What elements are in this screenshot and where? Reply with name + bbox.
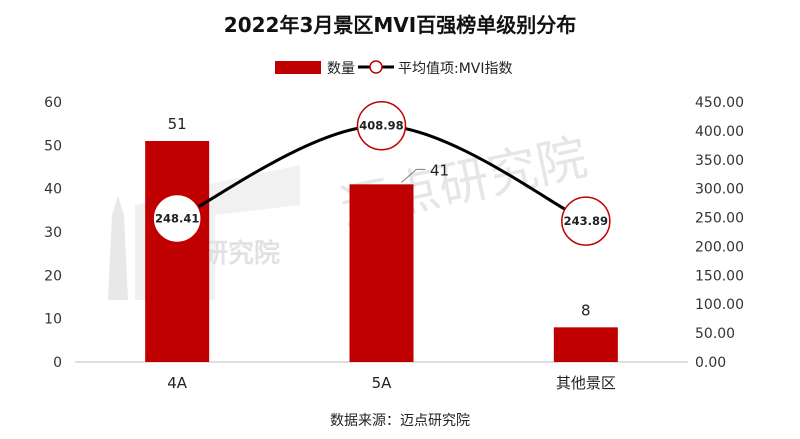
x-category-label: 4A [167, 374, 188, 392]
y-right-tick-label: 250.00 [695, 211, 744, 227]
legend: 数量 平均值项:MVI指数 [275, 60, 513, 77]
y-right-tick-label: 450.00 [695, 95, 744, 111]
line-point-marker [152, 193, 202, 244]
legend-line-label: 平均值项:MVI指数 [398, 61, 513, 77]
y-right-tick-label: 0.00 [695, 355, 726, 371]
bar [145, 141, 210, 362]
y-right-tick-label: 150.00 [695, 268, 744, 284]
y-left-tick-label: 40 [44, 182, 62, 198]
y-left-tick-label: 20 [44, 268, 62, 284]
x-category-label: 5A [372, 374, 393, 392]
chart-title: 2022年3月景区MVI百强榜单级别分布 [224, 13, 576, 37]
legend-line-marker [369, 60, 383, 74]
y-left-tick-label: 30 [44, 225, 62, 241]
legend-bar-swatch [275, 61, 321, 74]
line-point-label: 408.98 [359, 119, 403, 133]
bar-label-leader-line [401, 168, 426, 183]
y-right-tick-label: 350.00 [695, 153, 744, 169]
axes: 0 10 20 30 40 50 60 0.00 50.00 100.00 150.00 200.00… [44, 95, 744, 392]
bar-data-label: 51 [168, 115, 187, 133]
legend-bar-label: 数量 [327, 61, 355, 77]
line-series: 248.41 408.98 243.89 [152, 100, 611, 246]
bar-data-label: 41 [430, 161, 449, 179]
y-left-tick-label: 50 [44, 138, 62, 154]
y-right-tick-label: 50.00 [695, 326, 735, 342]
line-point-label: 248.41 [155, 211, 199, 225]
bar-data-label: 8 [581, 301, 591, 319]
line-point-marker [561, 196, 611, 246]
y-right-tick-label: 200.00 [695, 239, 744, 255]
line-point-marker [356, 100, 407, 151]
source-note: 数据来源：迈点研究院 [330, 413, 470, 429]
bar [553, 327, 618, 362]
bar [349, 184, 414, 362]
y-left-tick-label: 10 [44, 312, 62, 328]
y-right-tick-label: 100.00 [695, 297, 744, 313]
y-left-tick-label: 0 [53, 355, 62, 371]
line-point-label: 243.89 [564, 214, 608, 228]
x-category-label: 其他景区 [556, 374, 616, 392]
y-right-tick-label: 400.00 [695, 124, 744, 140]
bar-series: 51 41 8 [145, 115, 618, 362]
y-right-tick-label: 300.00 [695, 182, 744, 198]
y-left-tick-label: 60 [44, 95, 62, 111]
